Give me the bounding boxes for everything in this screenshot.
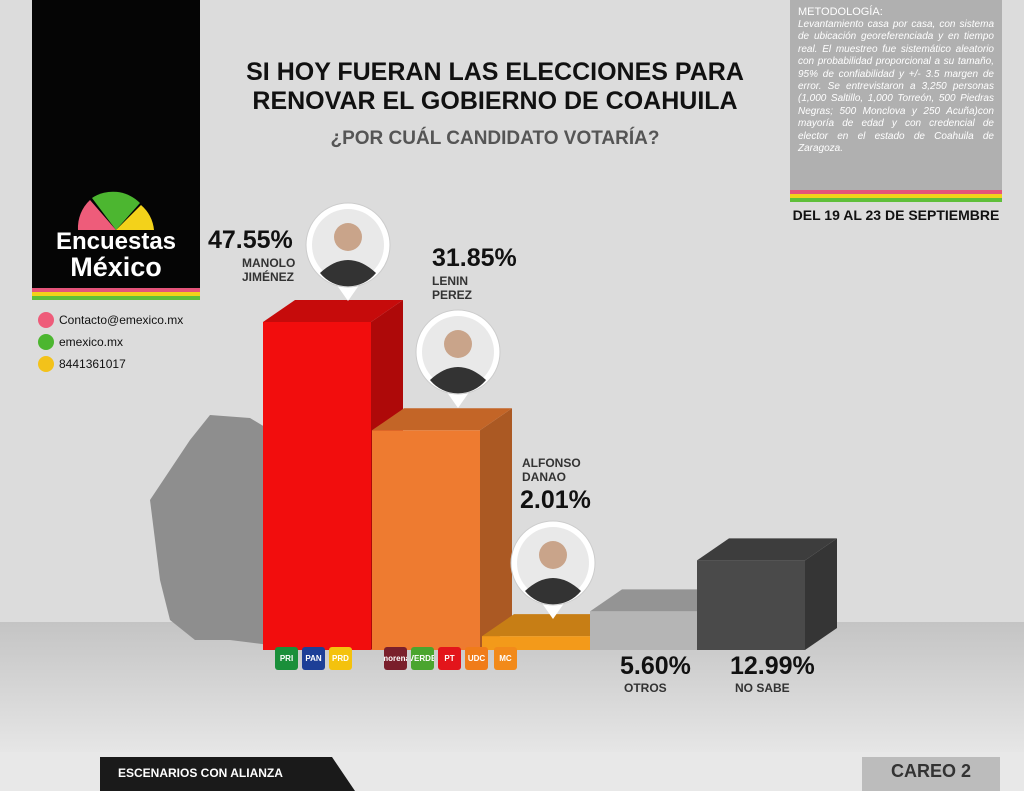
party-logo: morena [384, 647, 407, 670]
footer-left: ESCENARIOS CON ALIANZA [118, 766, 283, 780]
photo-body [525, 578, 581, 605]
stripe [32, 288, 200, 292]
bar-side [480, 408, 512, 650]
bar-top [482, 614, 622, 637]
methodology-body: Levantamiento casa por casa, con sistema… [798, 19, 994, 155]
contact-email: Contacto@emexico.mx [59, 313, 184, 327]
category-label: LENIN PEREZ [432, 274, 473, 302]
methodology-box [790, 0, 1002, 190]
party-logo: UDC [465, 647, 488, 670]
bar [482, 636, 590, 650]
stripe [32, 292, 200, 296]
party-logo: MC [494, 647, 517, 670]
bar [372, 430, 480, 650]
photo-head [334, 223, 362, 251]
footer-band [100, 757, 355, 791]
logo-shape [116, 205, 154, 230]
category-label: ALFONSO DANAO [522, 456, 581, 484]
logo-panel [32, 0, 200, 288]
contact-phone: 8441361017 [59, 357, 126, 371]
category-label: MANOLO JIMÉNEZ [242, 256, 296, 284]
photo-head [444, 330, 472, 358]
icon [38, 356, 54, 372]
bar [590, 611, 698, 650]
value-label: 5.60% [620, 652, 691, 680]
photo-body [430, 367, 486, 394]
stripe [790, 194, 1002, 198]
bar-top [372, 408, 512, 431]
value-label: 47.55% [208, 226, 293, 254]
value-label: 31.85% [432, 244, 517, 272]
logo-shape [92, 191, 140, 230]
title: SI HOY FUERAN LAS ELECCIONES PARA RENOVA… [246, 58, 744, 115]
bar-top [590, 589, 730, 612]
party-logo: PRI [275, 647, 298, 670]
party-logo: PAN [302, 647, 325, 670]
category-label: OTROS [624, 681, 667, 695]
bar-top [697, 538, 837, 561]
logo-text: Encuestas [55, 228, 177, 255]
footer-box [862, 757, 1000, 791]
bar [263, 322, 371, 650]
photo-body [320, 260, 376, 287]
party-logo: VERDE [411, 647, 434, 670]
date: DEL 19 AL 23 DE SEPTIEMBRE [792, 207, 1000, 223]
methodology-title: METODOLOGÍA: [798, 6, 883, 18]
photo-head [539, 541, 567, 569]
map [150, 415, 300, 645]
value-label: 2.01% [520, 486, 591, 514]
bar-side [805, 538, 837, 650]
party-logo: PT [438, 647, 461, 670]
party-logo: PRD [329, 647, 352, 670]
icon [38, 334, 54, 350]
stripe [790, 198, 1002, 202]
contact-web: emexico.mx [59, 335, 124, 349]
value-label: 12.99% [730, 652, 815, 680]
logo-shape [77, 200, 116, 230]
logo-text: México [70, 252, 162, 282]
footer-right: CAREO 2 [890, 761, 971, 781]
icon [38, 312, 54, 328]
bar-top [263, 300, 403, 322]
bar [697, 560, 805, 650]
category-label: NO SABE [735, 681, 790, 695]
subtitle: ¿POR CUÁL CANDIDATO VOTARÍA? [330, 128, 660, 149]
stripe [790, 190, 1002, 194]
stripe [32, 296, 200, 300]
